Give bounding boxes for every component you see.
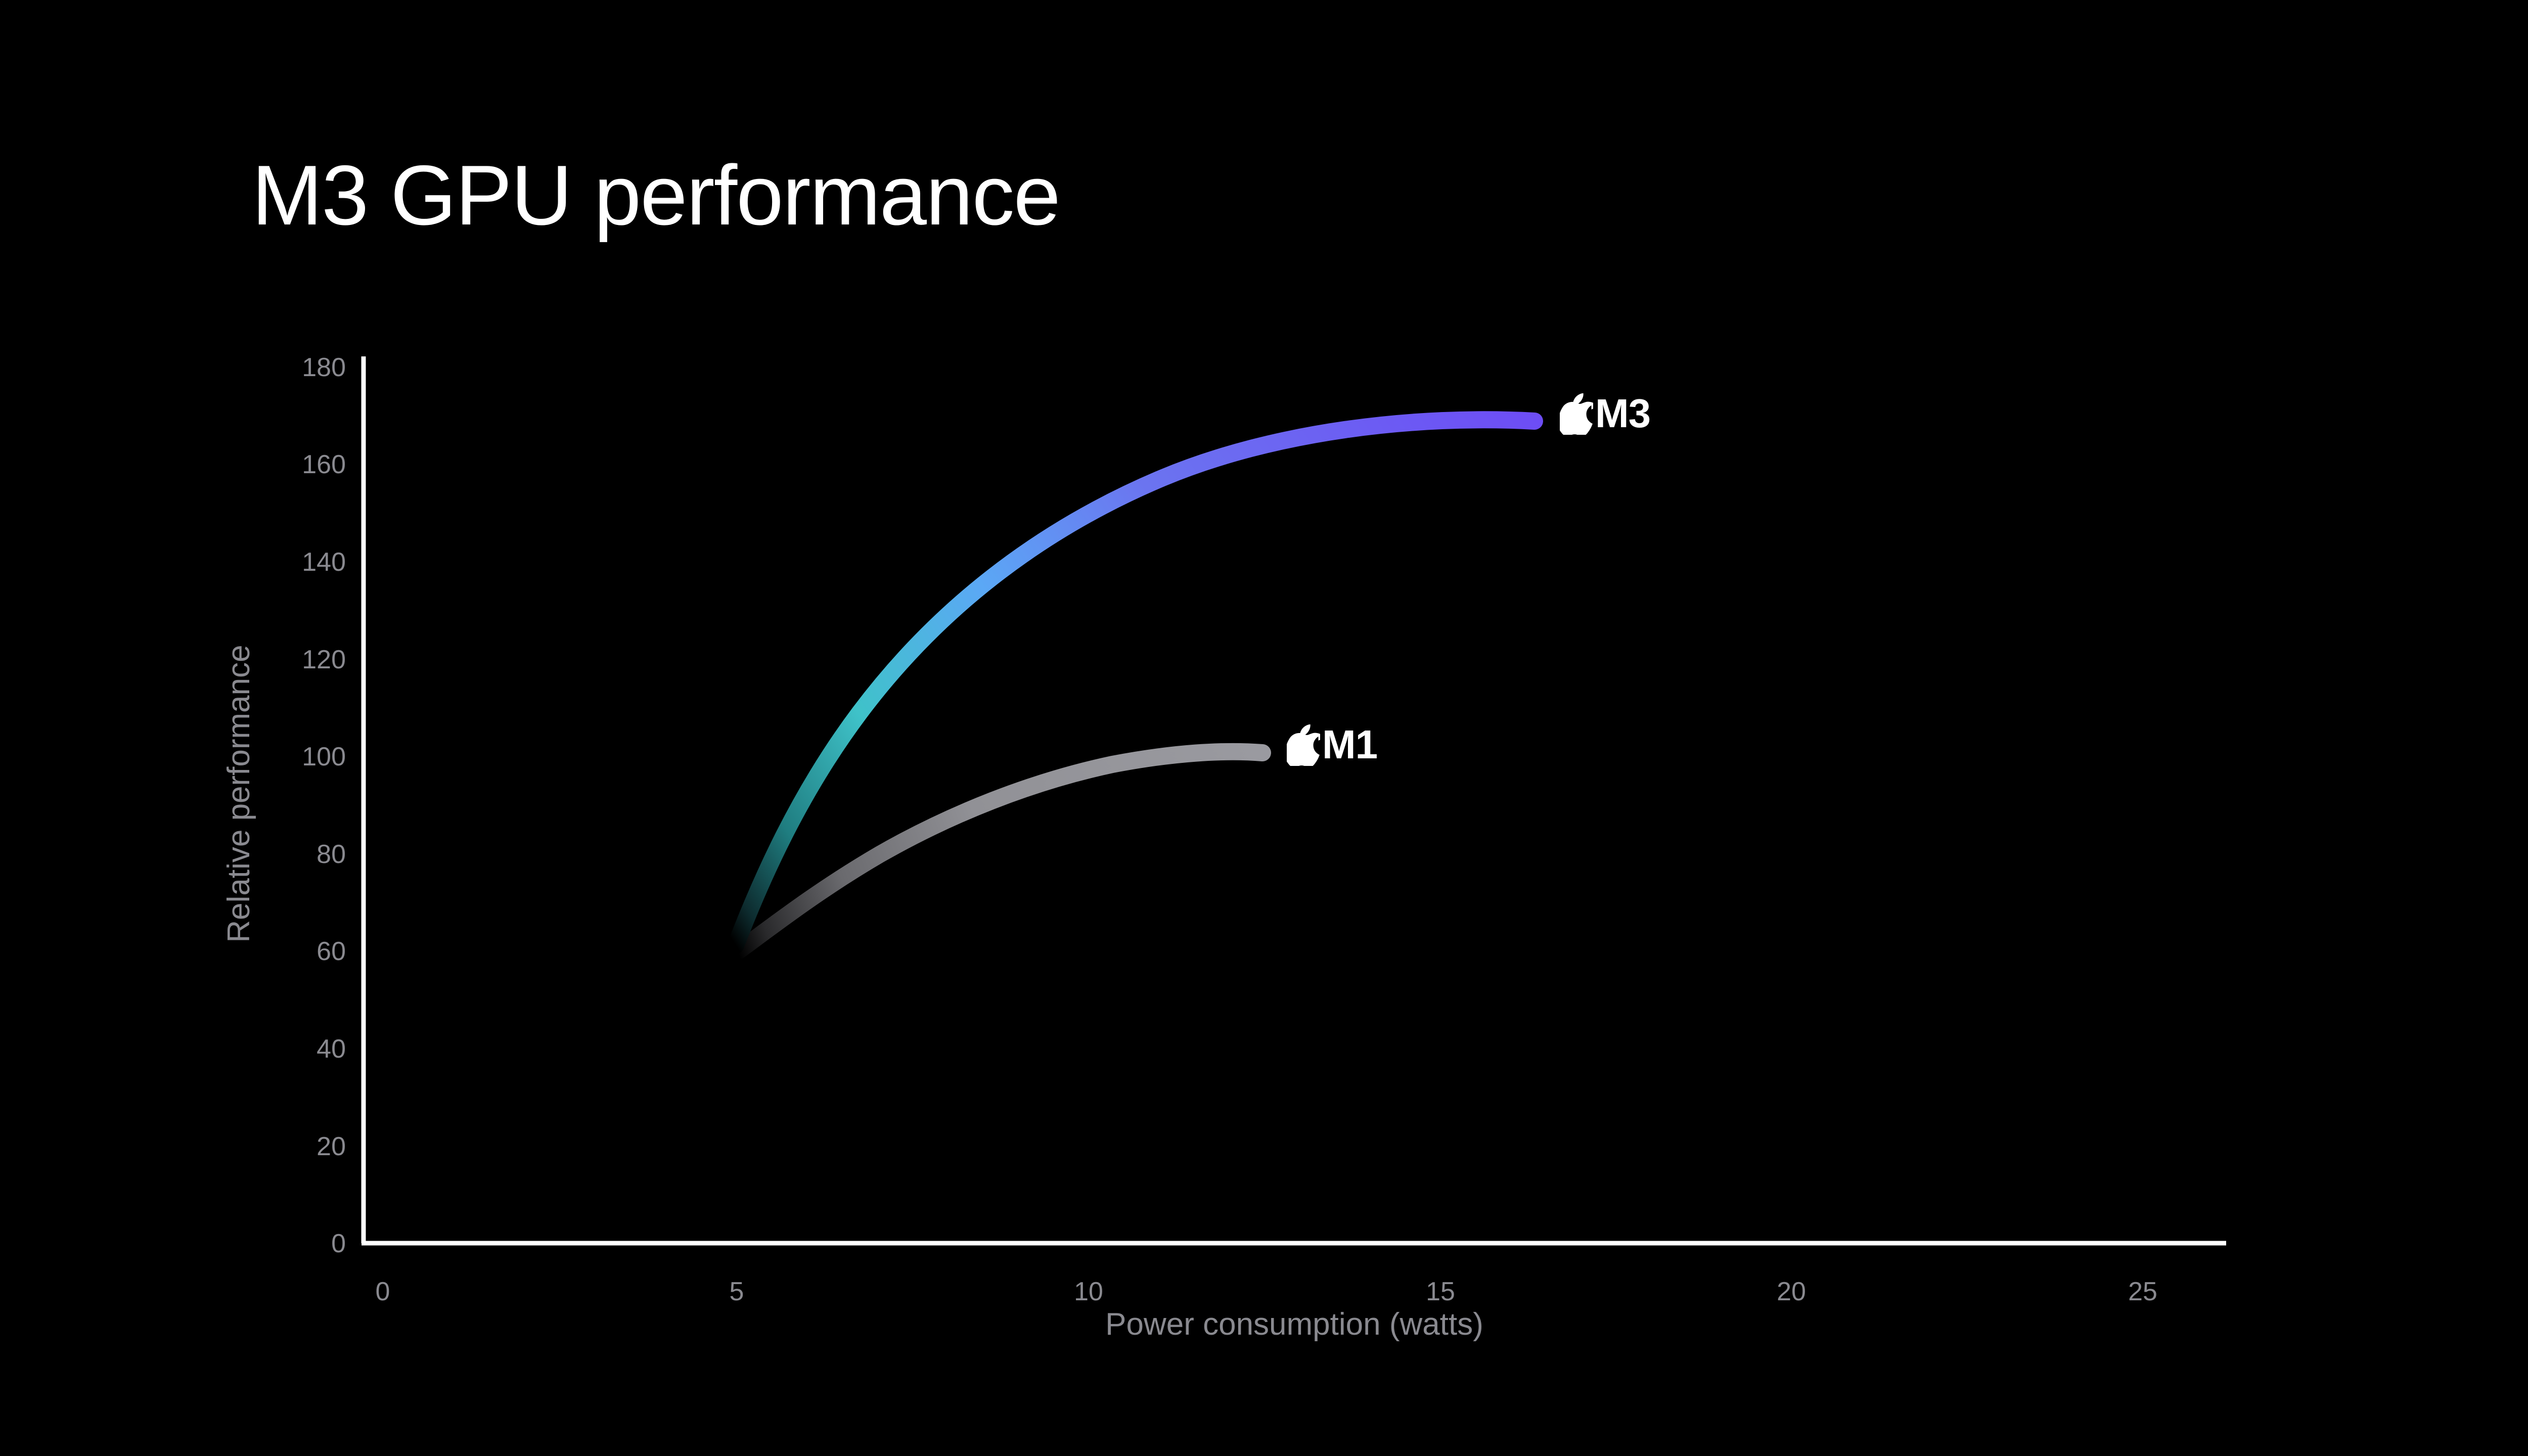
series-line-m1 [731, 743, 1271, 959]
page-title: M3 GPU performance [252, 148, 1061, 243]
series-line-m3 [727, 411, 1543, 954]
y-tick-label: 180 [302, 353, 346, 382]
y-tick-label: 160 [302, 450, 346, 479]
x-tick-label: 0 [376, 1277, 390, 1306]
y-tick-label: 80 [317, 840, 346, 869]
apple-logo-icon [1285, 723, 1325, 767]
x-tick-label: 15 [1426, 1277, 1455, 1306]
x-tick-label: 10 [1074, 1277, 1103, 1306]
y-tick-labels: 180 160 140 120 100 80 60 40 20 0 [302, 353, 346, 1258]
series-label-text: M1 [1322, 722, 1378, 767]
y-tick-label: 20 [317, 1132, 346, 1161]
x-axis-label: Power consumption (watts) [1105, 1307, 1483, 1342]
y-tick-label: 40 [317, 1034, 346, 1064]
y-tick-label: 0 [331, 1229, 346, 1258]
y-axis-label: Relative performance [221, 645, 256, 942]
series-label-m3: M3 [1558, 390, 1651, 437]
x-tick-label: 5 [730, 1277, 744, 1306]
apple-logo-icon [1558, 392, 1598, 436]
y-tick-label: 100 [302, 742, 346, 771]
x-tick-label: 25 [2128, 1277, 2157, 1306]
y-tick-label: 140 [302, 548, 346, 577]
y-tick-label: 60 [317, 937, 346, 966]
x-tick-labels: 0 5 10 15 20 25 [376, 1277, 2157, 1306]
series-label-text: M3 [1595, 391, 1651, 436]
chart-axes [361, 356, 2226, 1246]
x-tick-label: 20 [1777, 1277, 1806, 1306]
series-label-m1: M1 [1285, 721, 1378, 768]
y-tick-label: 120 [302, 645, 346, 674]
